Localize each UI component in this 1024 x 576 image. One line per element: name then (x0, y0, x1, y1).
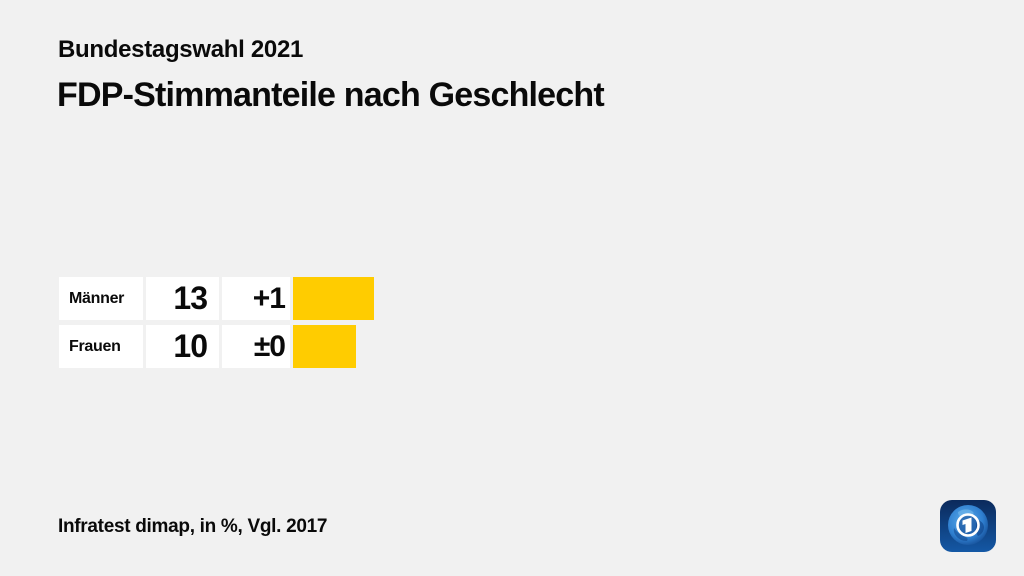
flag-icon (962, 517, 972, 533)
table-row: Männer 13 +1 (59, 277, 375, 320)
row-label: Frauen (59, 325, 143, 368)
bar-chart: Männer 13 +1 Frauen 10 ±0 (59, 277, 375, 368)
page-title: FDP-Stimmanteile nach Geschlecht (57, 76, 605, 114)
row-bar (293, 325, 356, 368)
row-label: Männer (59, 277, 143, 320)
table-row: Frauen 10 ±0 (59, 325, 374, 368)
globe-continent (953, 528, 968, 541)
row-change: ±0 (222, 325, 290, 368)
row-value: 10 (146, 325, 219, 368)
tagesschau-logo (940, 500, 996, 552)
chart-kicker: Bundestagswahl 2021 (58, 36, 304, 63)
row-bar (293, 277, 375, 320)
row-value: 13 (146, 277, 219, 320)
source-caption: Infratest dimap, in %, Vgl. 2017 (58, 516, 328, 537)
row-change: +1 (222, 277, 290, 320)
